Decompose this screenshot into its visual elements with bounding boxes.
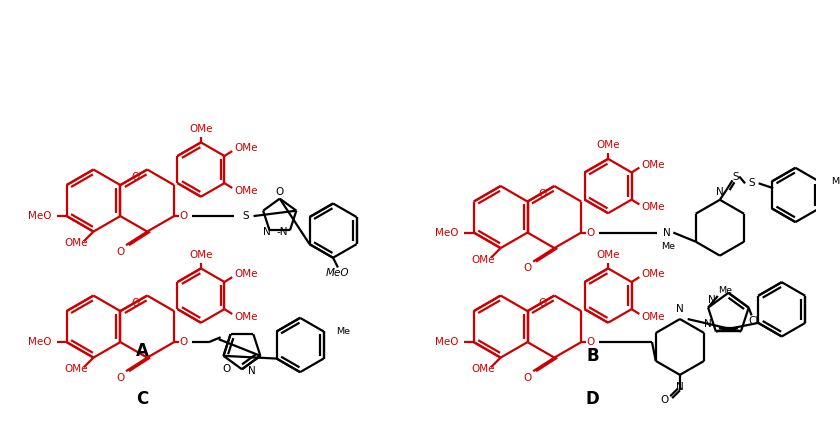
Text: O: O [538,298,547,309]
Text: N: N [704,319,712,329]
Text: A: A [135,342,149,360]
Text: O: O [587,337,595,347]
Text: OMe: OMe [641,269,664,279]
Text: MeO: MeO [435,228,459,238]
Text: O: O [276,187,284,197]
Text: -N: -N [277,227,288,236]
Text: O: O [132,298,139,309]
Text: MeO: MeO [435,337,459,347]
Text: O: O [132,172,139,182]
Text: N: N [716,187,724,197]
Text: OMe: OMe [234,186,258,196]
Text: Me: Me [832,177,840,186]
Text: Me: Me [336,327,350,336]
Text: MeO: MeO [326,268,349,278]
Text: O: O [523,264,532,274]
Text: O: O [538,189,547,199]
Text: OMe: OMe [641,202,664,212]
Text: O: O [660,395,669,405]
Text: OMe: OMe [471,364,495,374]
Text: OMe: OMe [189,250,213,260]
Text: O: O [180,211,188,221]
Text: O: O [587,228,595,238]
Text: MeO: MeO [28,211,51,221]
Text: MeO: MeO [28,337,51,347]
Text: OMe: OMe [234,269,258,279]
Text: O: O [523,373,532,383]
Text: N: N [263,227,271,236]
Text: S: S [732,172,738,181]
Text: B: B [586,347,599,364]
Text: OMe: OMe [65,238,88,248]
Text: OMe: OMe [641,160,664,170]
Text: Cl: Cl [748,316,759,326]
Text: OMe: OMe [641,312,664,322]
Text: OMe: OMe [234,312,258,322]
Text: O: O [180,337,188,347]
Text: Me: Me [661,242,675,251]
Text: N: N [248,366,255,376]
Text: OMe: OMe [65,364,88,374]
Text: OMe: OMe [596,140,620,150]
Text: S: S [748,178,755,188]
Text: OMe: OMe [471,255,495,265]
Text: O: O [116,373,124,383]
Text: N: N [708,295,716,305]
Text: Me: Me [718,286,732,295]
Text: D: D [585,390,600,408]
Text: O: O [223,364,230,374]
Text: N: N [676,304,684,314]
Text: O: O [116,247,124,257]
Text: OMe: OMe [189,124,213,134]
Text: OMe: OMe [596,250,620,260]
Text: N: N [676,382,684,392]
Text: S: S [243,211,249,221]
Text: OMe: OMe [234,143,258,153]
Text: C: C [136,390,148,408]
Text: N: N [663,228,670,238]
